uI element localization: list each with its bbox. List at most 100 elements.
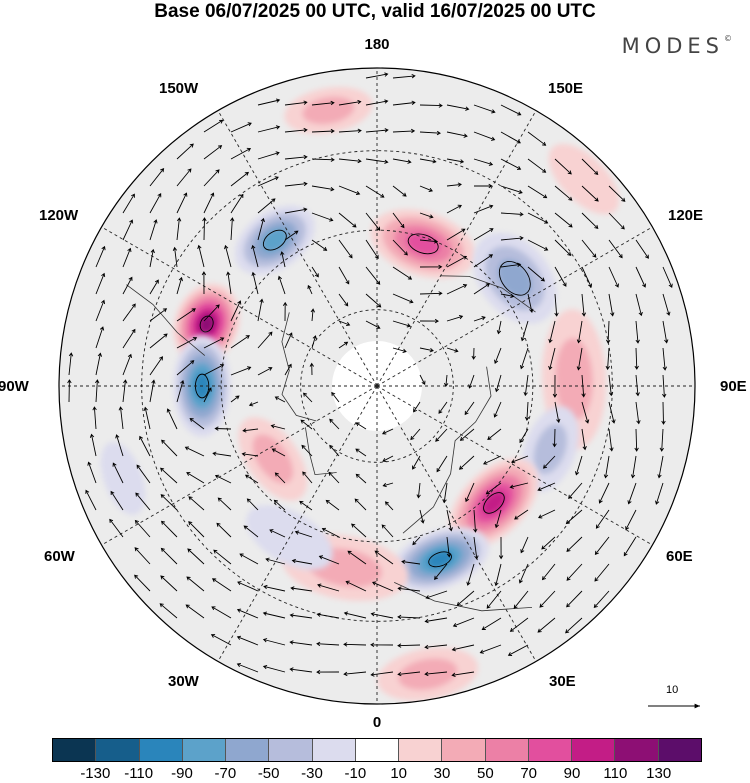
wind-vector — [89, 433, 97, 457]
wind-vector — [311, 335, 317, 349]
wind-vector — [554, 212, 573, 228]
wind-vector — [299, 500, 313, 511]
wind-vector — [166, 408, 178, 430]
wind-vector — [494, 374, 502, 393]
circulation-contour — [407, 233, 439, 255]
anomaly-contour — [100, 442, 146, 515]
wind-vector — [554, 266, 567, 287]
wind-vector — [381, 524, 394, 538]
wind-vector — [494, 509, 502, 529]
wind-vector — [186, 472, 205, 484]
colorbar-tick-label: -70 — [214, 765, 237, 782]
colorbar-swatch — [226, 739, 270, 761]
colorbar-tick-label: 130 — [646, 765, 672, 782]
wind-vector — [370, 671, 394, 677]
wind-vector — [459, 428, 475, 441]
wind-vector — [201, 271, 207, 295]
wind-vector — [365, 128, 389, 133]
wind-vector — [410, 428, 421, 441]
wind-vector — [446, 347, 459, 353]
wind-vector — [446, 536, 452, 558]
wind-vector — [307, 284, 313, 295]
wind-vector — [446, 131, 468, 138]
wind-vector — [392, 158, 412, 164]
wind-vector — [365, 293, 382, 308]
wind-vector — [251, 271, 259, 295]
wind-vector — [189, 417, 205, 430]
anomaly-cell — [100, 442, 146, 515]
wind-vector — [634, 428, 639, 452]
wind-vector — [311, 212, 334, 222]
wind-vector — [311, 266, 319, 278]
wind-vector — [338, 158, 362, 164]
wind-vector — [135, 492, 151, 511]
wind-vector — [419, 264, 443, 270]
wind-vector — [479, 644, 502, 654]
wind-vector — [291, 558, 313, 565]
wind-vector — [473, 254, 494, 268]
wind-vector — [608, 239, 623, 259]
wind-vector — [246, 498, 259, 511]
wind-vector — [527, 158, 547, 173]
wind-vector — [365, 239, 379, 260]
wind-vector — [581, 185, 599, 202]
wind-vector — [176, 168, 192, 187]
wind-vector — [365, 185, 385, 198]
wind-vector — [176, 143, 194, 160]
wind-vector — [241, 452, 259, 457]
wind-vector — [186, 576, 205, 592]
wind-vector — [456, 590, 475, 606]
wind-vector — [160, 494, 178, 511]
wind-vector — [202, 217, 207, 241]
wind-vector — [95, 245, 106, 268]
brand-logo: MODES© — [622, 34, 732, 58]
wind-vector — [446, 104, 470, 111]
anomaly-contour — [252, 434, 293, 484]
colorbar-tick-label: 30 — [433, 765, 451, 782]
wind-vector — [149, 333, 168, 349]
wind-vector — [274, 396, 286, 403]
wind-vector — [523, 374, 529, 397]
wind-vector — [465, 482, 475, 503]
wind-vector — [331, 391, 340, 403]
reference-vector-label: 10 — [666, 684, 679, 696]
wind-vector — [392, 266, 413, 280]
circulation-contour — [199, 315, 214, 333]
colorbar-swatch — [269, 739, 313, 761]
wind-vector — [338, 293, 349, 307]
wind-vector — [355, 473, 367, 484]
wind-vector — [176, 192, 188, 214]
wind-vector — [149, 379, 156, 403]
wind-vector — [265, 557, 286, 565]
wind-vector — [537, 482, 556, 492]
anomaly-cell — [449, 458, 539, 548]
wind-vector — [424, 671, 448, 677]
colorbar-swatch — [658, 739, 701, 761]
wind-vector — [122, 328, 136, 349]
wind-vector — [581, 239, 597, 258]
wind-vector — [625, 509, 637, 531]
wind-vector — [176, 276, 183, 295]
wind-vector — [500, 262, 522, 268]
wind-vector — [392, 73, 416, 79]
wind-vector — [494, 347, 502, 365]
wind-vector — [443, 374, 449, 388]
wind-vector — [464, 401, 475, 416]
map-boundary — [58, 67, 696, 705]
coastline — [402, 366, 492, 534]
latitude-circle — [220, 229, 534, 543]
wind-vector — [554, 401, 561, 424]
colorbar-tick-label: 10 — [390, 765, 407, 782]
wind-vector — [500, 104, 522, 116]
wind-vector — [274, 472, 286, 484]
wind-vector — [365, 320, 381, 329]
wind-vector — [608, 293, 615, 317]
wind-vector — [565, 617, 583, 634]
wind-vector — [355, 422, 367, 430]
colorbar-swatch — [399, 739, 443, 761]
wind-vector — [566, 563, 583, 581]
colorbar-swatch — [528, 739, 573, 761]
wind-vector — [425, 590, 448, 600]
wind-vector — [203, 387, 212, 403]
wind-vector — [635, 239, 649, 259]
